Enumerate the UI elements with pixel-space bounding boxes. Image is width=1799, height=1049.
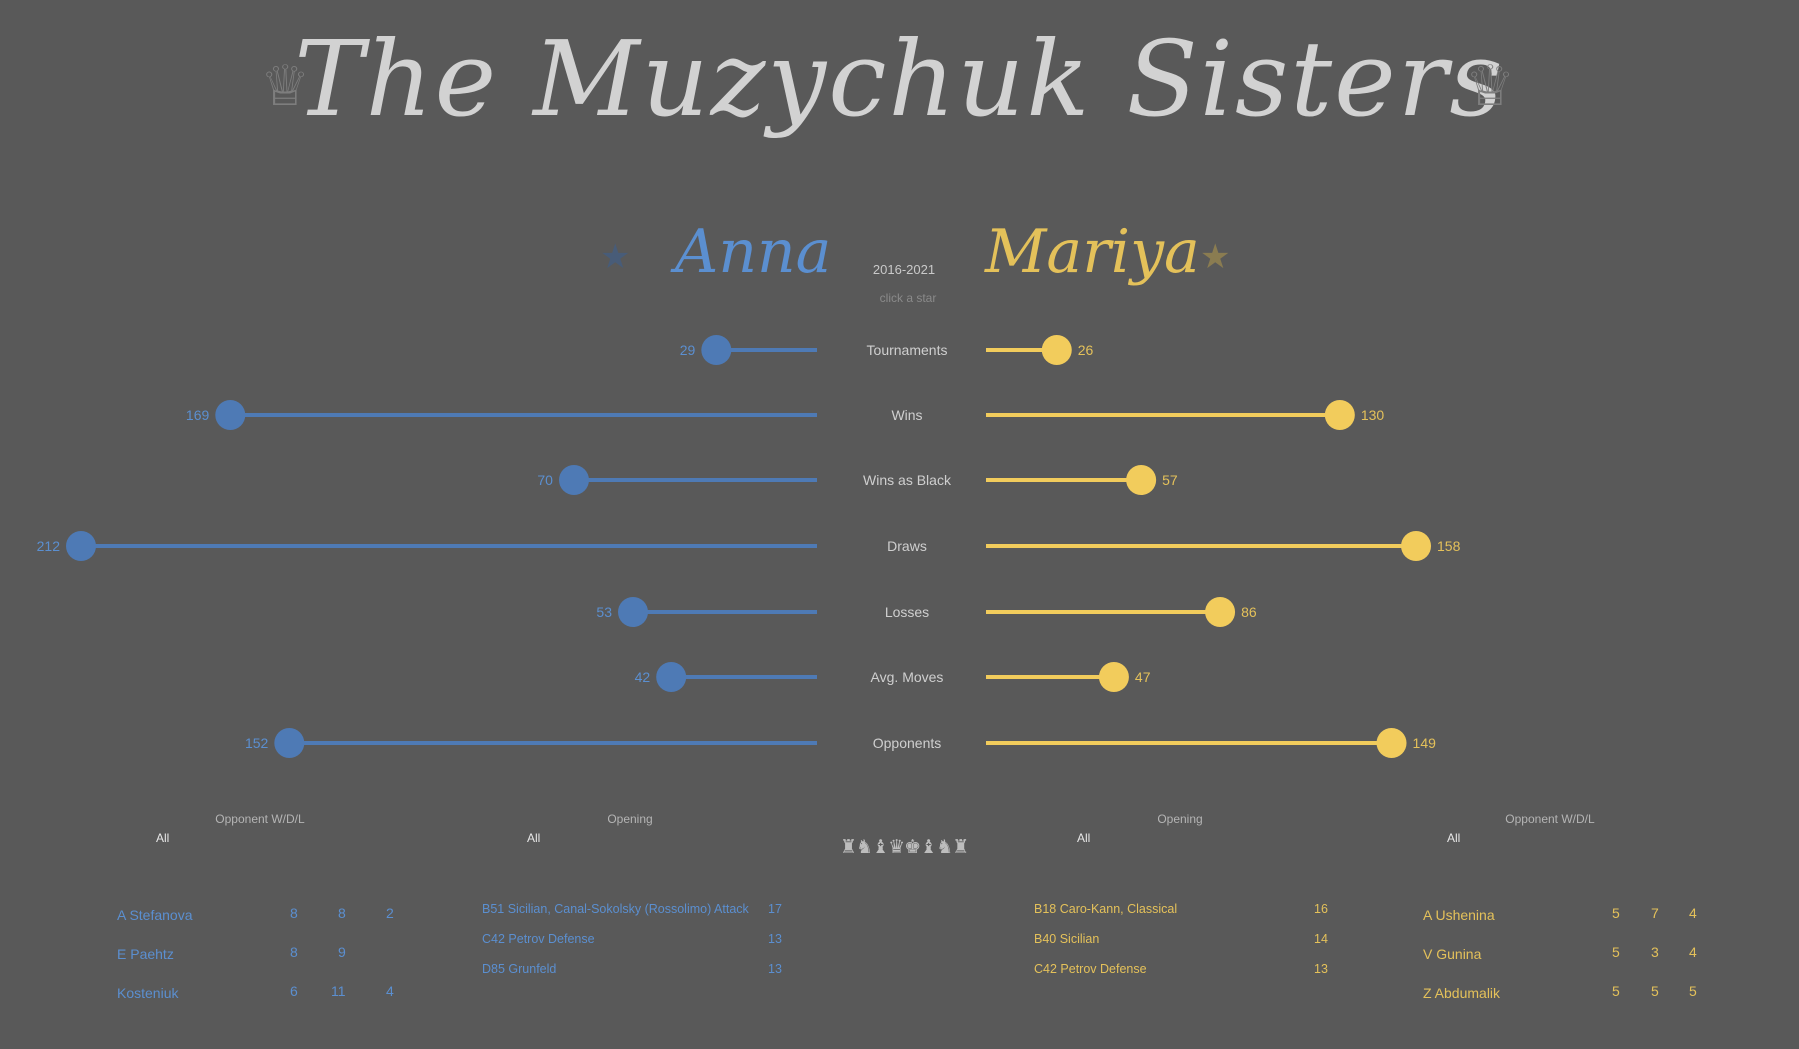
mariya-opponent-draws: 3 — [1651, 944, 1659, 960]
anna-dot — [618, 597, 648, 627]
anna-opening-filter[interactable]: All — [527, 831, 541, 845]
anna-value-label: 152 — [245, 735, 269, 751]
anna-dot — [215, 400, 246, 430]
category-label: Opponents — [873, 735, 942, 751]
anna-opening-count: 17 — [768, 902, 782, 916]
anna-opponent-losses: 4 — [386, 983, 394, 999]
anna-opening-count: 13 — [768, 962, 782, 976]
mariya-value-label: 86 — [1241, 604, 1257, 620]
mariya-opponent-name: A Ushenina — [1423, 907, 1495, 923]
mariya-dot — [1205, 597, 1236, 627]
mariya-opponent-losses: 4 — [1689, 944, 1697, 960]
mariya-opponent-wins: 5 — [1612, 983, 1620, 999]
mariya-value-label: 130 — [1361, 407, 1385, 423]
anna-opponent-name: E Paehtz — [117, 946, 174, 962]
crown-icon: ♕ — [1465, 54, 1516, 117]
anna-value-label: 42 — [635, 669, 651, 685]
star-icon[interactable]: ★ — [1200, 238, 1231, 276]
anna-opponent-draws: 8 — [338, 905, 346, 921]
anna-dot — [701, 335, 732, 365]
anna-opponent-name: A Stefanova — [117, 907, 193, 923]
mariya-opponent-filter-label: Opponent W/D/L — [1505, 812, 1595, 826]
anna-dot — [274, 728, 305, 758]
anna-opponent-name: Kosteniuk — [117, 985, 179, 1001]
mariya-opponent-filter[interactable]: All — [1447, 831, 1461, 845]
mariya-opponent-name: V Gunina — [1423, 946, 1482, 962]
hint-label: click a star — [879, 291, 937, 305]
mariya-opening-count: 13 — [1314, 962, 1328, 976]
anna-value-label: 29 — [680, 342, 696, 358]
mariya-opponent-losses: 4 — [1689, 905, 1697, 921]
mariya-dot — [1041, 335, 1072, 365]
anna-dot — [66, 531, 96, 561]
mariya-opponent-wins: 5 — [1612, 905, 1620, 921]
anna-opponent-wins: 6 — [290, 983, 298, 999]
anna-opening-name: B51 Sicilian, Canal-Sokolsky (Rossolimo)… — [482, 902, 749, 916]
mariya-dot — [1324, 400, 1355, 430]
anna-opponent-losses: 2 — [386, 905, 394, 921]
mariya-dot — [1376, 728, 1407, 758]
mariya-opening-filter-label: Opening — [1157, 812, 1203, 826]
anna-opponent-wins: 8 — [290, 944, 298, 960]
category-label: Avg. Moves — [871, 669, 944, 685]
mariya-opponent-draws: 7 — [1651, 905, 1659, 921]
mariya-opening-name: B40 Sicilian — [1034, 932, 1100, 946]
mariya-opponent-name: Z Abdumalik — [1423, 985, 1501, 1001]
player-name-anna: Anna — [675, 217, 832, 287]
category-label: Losses — [885, 604, 929, 620]
mariya-value-label: 26 — [1078, 342, 1094, 358]
anna-opponent-filter[interactable]: All — [156, 831, 170, 845]
category-label: Wins as Black — [863, 472, 952, 488]
anna-value-label: 169 — [186, 407, 210, 423]
years-label: 2016-2021 — [872, 262, 936, 277]
anna-opening-name: C42 Petrov Defense — [482, 932, 595, 946]
mariya-opening-name: C42 Petrov Defense — [1034, 962, 1147, 976]
category-label: Draws — [887, 538, 927, 554]
category-label: Tournaments — [867, 342, 948, 358]
mariya-dot — [1126, 465, 1157, 495]
mariya-opening-count: 16 — [1314, 902, 1328, 916]
chess-pieces-icon: ♜♞♝♛♚♝♞♜ — [840, 837, 969, 858]
anna-dot — [558, 465, 589, 495]
mariya-opponent-losses: 5 — [1689, 983, 1697, 999]
anna-value-label: 70 — [537, 472, 553, 488]
comparison-chart: 29 Tournaments 26 169 Wins 130 70 Wins as Black… — [37, 335, 1461, 758]
page-title: The Muzychuk Sisters — [294, 18, 1505, 140]
anna-opening-count: 13 — [768, 932, 782, 946]
mariya-opponent-draws: 5 — [1651, 983, 1659, 999]
star-icon[interactable]: ★ — [600, 238, 631, 276]
mariya-value-label: 47 — [1135, 669, 1151, 685]
player-name-mariya: Mariya — [985, 217, 1200, 287]
mariya-value-label: 149 — [1413, 735, 1437, 751]
crown-icon: ♕ — [260, 54, 311, 117]
anna-value-label: 53 — [596, 604, 612, 620]
mariya-dot — [1098, 662, 1129, 692]
mariya-value-label: 57 — [1162, 472, 1178, 488]
mariya-value-label: 158 — [1437, 538, 1461, 554]
mariya-opponent-wins: 5 — [1612, 944, 1620, 960]
anna-opponent-filter-label: Opponent W/D/L — [215, 812, 305, 826]
category-label: Wins — [891, 407, 922, 423]
anna-opponent-draws: 11 — [331, 983, 346, 999]
mariya-dot — [1401, 531, 1432, 561]
anna-opponent-draws: 9 — [338, 944, 346, 960]
anna-opening-name: D85 Grunfeld — [482, 962, 557, 976]
anna-opponent-wins: 8 — [290, 905, 298, 921]
mariya-opening-filter[interactable]: All — [1077, 831, 1091, 845]
anna-value-label: 212 — [37, 538, 61, 554]
mariya-opening-name: B18 Caro-Kann, Classical — [1034, 902, 1178, 916]
mariya-opening-count: 14 — [1314, 932, 1328, 946]
anna-dot — [656, 662, 687, 692]
anna-opening-filter-label: Opening — [607, 812, 653, 826]
